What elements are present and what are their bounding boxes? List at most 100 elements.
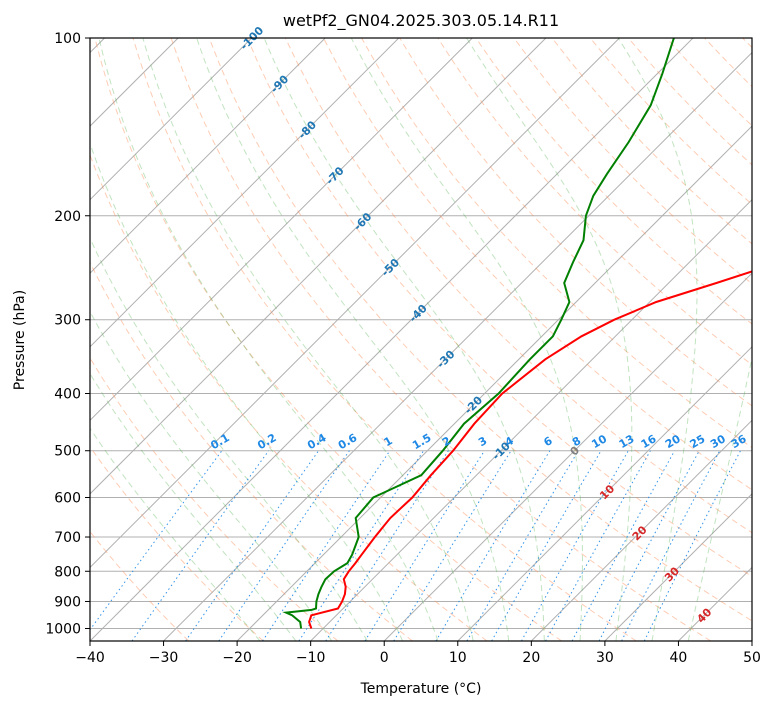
- dry-adiabat-line: [246, 38, 752, 577]
- mixing-ratio-label: 1: [382, 434, 395, 449]
- isotherm-line: [236, 125, 752, 641]
- mixing-ratio-line: [131, 450, 270, 641]
- background-lines: [90, 38, 752, 641]
- x-tick-label: −40: [75, 650, 105, 666]
- isotherm-line: [310, 198, 752, 641]
- mixing-ratio-line: [262, 450, 391, 641]
- mixing-ratio-label: 1.5: [410, 431, 433, 452]
- x-axis: −40 −30 −20 −10 0 10 20 30 40 50: [75, 641, 761, 666]
- y-axis-title: Pressure (hPa): [12, 290, 28, 390]
- x-tick-label: 20: [522, 650, 540, 666]
- dry-adiabat-line: [627, 38, 752, 166]
- mixing-ratio-line: [598, 450, 700, 641]
- dry-adiabat-line: [437, 38, 752, 366]
- mixing-ratio-label: 36: [729, 432, 749, 451]
- x-axis-title: Temperature (°C): [360, 681, 482, 697]
- moist-adiabat-line: [617, 38, 698, 641]
- moist-adiabat-line: [90, 310, 333, 641]
- dry-adiabat-line: [90, 530, 190, 641]
- mixing-ratio-label: 25: [688, 432, 708, 451]
- mixing-ratio-line: [393, 450, 512, 641]
- isotherm-line: [163, 51, 752, 641]
- moist-adiabat-line: [90, 141, 404, 641]
- mixing-ratio-label: 0.1: [208, 431, 231, 452]
- moist-adiabat-line: [687, 355, 752, 641]
- dry-adiabat-line: [90, 445, 264, 641]
- mixing-ratio-line: [298, 450, 425, 641]
- profile-lines: [282, 38, 752, 629]
- plot-frame: [89, 37, 753, 642]
- x-tick-label: 0: [380, 650, 389, 666]
- y-tick-label: 700: [54, 530, 81, 546]
- dry-adiabat-line: [589, 38, 752, 205]
- mixing-ratio-label: 16: [639, 432, 659, 451]
- mixing-ratio-line: [643, 450, 741, 641]
- mixing-ratio-label: 20: [663, 432, 683, 451]
- x-tick-label: −20: [222, 650, 252, 666]
- dry-adiabat-line: [90, 153, 488, 641]
- moist-adiabat-line: [98, 38, 439, 641]
- dry-adiabat-line: [742, 38, 752, 49]
- y-tick-label: 1000: [45, 621, 81, 637]
- isotherm-line: [90, 38, 620, 569]
- y-tick-label: 900: [54, 594, 81, 610]
- y-tick-label: 800: [54, 564, 81, 580]
- isotherm-line: [530, 419, 752, 641]
- mixing-ratio-label: 13: [617, 432, 637, 451]
- mixing-ratio-line: [521, 450, 629, 641]
- x-tick-label: 40: [670, 650, 688, 666]
- mixing-ratio-label: 0.4: [305, 431, 329, 452]
- x-tick-label: −30: [149, 650, 179, 666]
- moist-adiabat-line: [196, 38, 510, 641]
- dry-adiabat-line: [90, 356, 339, 641]
- mixing-ratio-line: [364, 450, 485, 641]
- dry-adiabat-line: [704, 38, 752, 88]
- moist-adiabat-line: [90, 427, 261, 641]
- dry-adiabat-line: [90, 261, 413, 641]
- x-tick-label: 30: [596, 650, 614, 666]
- moist-adiabat-line: [350, 38, 583, 641]
- temperature-profile-line: [308, 270, 752, 629]
- mixing-ratio-label: 30: [708, 432, 728, 451]
- mixing-ratio-line: [325, 450, 449, 641]
- mixing-ratio-line: [545, 450, 651, 641]
- y-axis: 100 200 300 400 500 600 700 800 900 1000: [45, 31, 90, 637]
- y-tick-label: 600: [54, 490, 81, 506]
- moist-adiabat-line: [263, 38, 545, 641]
- isotherm-line: [90, 38, 326, 274]
- dry-adiabat-line: [513, 38, 752, 285]
- x-tick-label: −10: [296, 650, 326, 666]
- isoline-labels: 0.1 0.2 0.4 0.6 1 1.5 2 3 4 6 8 10 13 16 20 25 30 36-100-…: [208, 24, 748, 626]
- mixing-ratio-line: [185, 450, 320, 641]
- isotherm-line: [90, 38, 547, 495]
- chart-title: wetPf2_GN04.2025.303.05.14.R11: [283, 11, 559, 31]
- dry-adiabat-line: [551, 38, 752, 245]
- dry-adiabat-line: [170, 38, 712, 641]
- isotherm-line: [90, 38, 253, 201]
- isotherm-line: [90, 38, 400, 348]
- isotherm-line: [90, 38, 694, 641]
- isotherm-line: [457, 346, 752, 641]
- isotherm-line: [90, 38, 473, 422]
- y-tick-label: 400: [54, 387, 81, 403]
- dewpoint-profile-line: [282, 38, 675, 629]
- dry-adiabat-line: [284, 38, 752, 534]
- y-tick-label: 500: [54, 444, 81, 460]
- dry-adiabat-line: [208, 38, 752, 622]
- mixing-ratio-label: 10: [589, 432, 609, 451]
- mixing-ratio-line: [90, 450, 223, 631]
- mixing-ratio-line: [218, 450, 350, 641]
- mixing-ratio-label: 3: [476, 434, 489, 449]
- moist-adiabat-line: [142, 38, 474, 641]
- isotherm-line: [678, 566, 752, 641]
- moist-adiabat-line: [90, 372, 297, 641]
- mixing-ratio-line: [435, 450, 551, 641]
- isotherm-line: [751, 640, 752, 641]
- y-tick-label: 100: [54, 31, 81, 47]
- mixing-ratio-label: 6: [542, 434, 555, 449]
- x-tick-label: 50: [743, 650, 761, 666]
- dry-adiabat-line: [132, 38, 637, 641]
- y-tick-label: 300: [54, 313, 81, 329]
- isotherm-line: [604, 493, 752, 641]
